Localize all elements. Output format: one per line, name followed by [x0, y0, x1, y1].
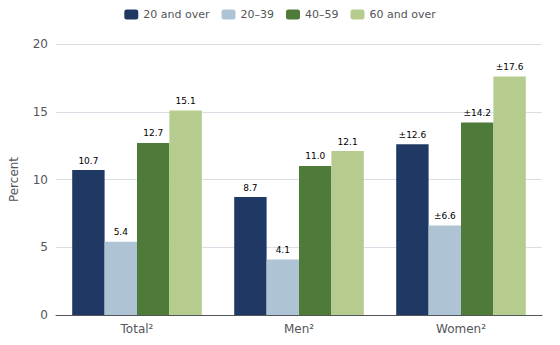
svg-text:Women²: Women²	[436, 322, 486, 336]
svg-text:Total²: Total²	[120, 322, 154, 336]
svg-text:10: 10	[33, 173, 48, 187]
svg-text:20–39: 20–39	[241, 8, 275, 21]
svg-text:10.7: 10.7	[78, 156, 98, 166]
svg-text:±6.6: ±6.6	[434, 211, 456, 221]
svg-text:±17.6: ±17.6	[496, 62, 524, 72]
svg-text:Men²: Men²	[284, 322, 314, 336]
svg-text:5: 5	[40, 240, 48, 254]
svg-text:4.1: 4.1	[276, 245, 290, 255]
svg-text:Percent: Percent	[7, 157, 21, 202]
svg-text:0: 0	[40, 308, 48, 322]
svg-text:11.0: 11.0	[305, 151, 325, 161]
svg-text:5.4: 5.4	[114, 227, 129, 237]
svg-text:60 and over: 60 and over	[369, 8, 436, 21]
svg-text:±12.6: ±12.6	[399, 130, 427, 140]
svg-text:8.7: 8.7	[243, 183, 257, 193]
svg-text:12.7: 12.7	[143, 128, 163, 138]
svg-text:15.1: 15.1	[176, 96, 196, 106]
svg-text:40–59: 40–59	[305, 8, 339, 21]
svg-text:15: 15	[33, 105, 48, 119]
svg-text:20: 20	[33, 37, 48, 51]
svg-text:20 and over: 20 and over	[143, 8, 210, 21]
svg-text:12.1: 12.1	[338, 137, 358, 147]
svg-text:±14.2: ±14.2	[463, 108, 491, 118]
